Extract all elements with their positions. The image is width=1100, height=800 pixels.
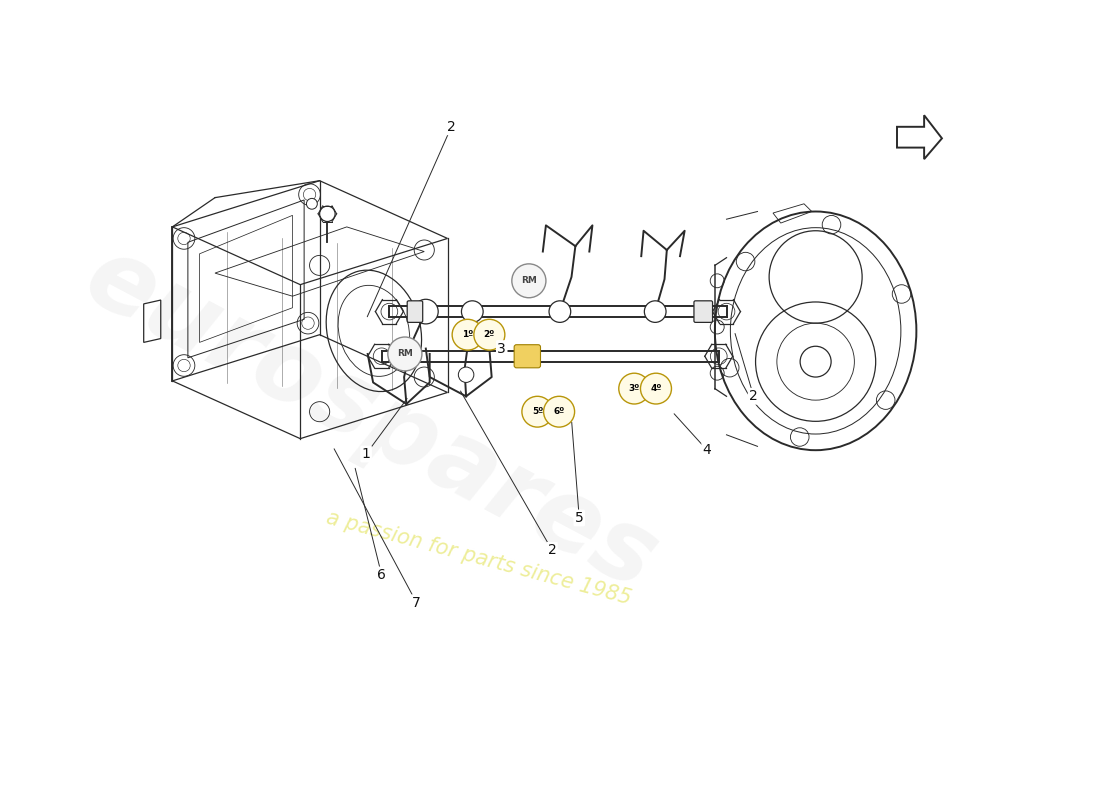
Circle shape (619, 373, 650, 404)
Circle shape (512, 264, 546, 298)
Text: RM: RM (397, 350, 412, 358)
Circle shape (521, 396, 553, 427)
Text: 4º: 4º (650, 384, 662, 393)
Text: 2: 2 (749, 390, 758, 403)
Circle shape (543, 396, 574, 427)
Circle shape (388, 337, 422, 371)
Text: 2: 2 (548, 543, 557, 558)
Text: 6: 6 (377, 568, 386, 582)
Text: 5º: 5º (531, 407, 543, 416)
Text: 1: 1 (362, 447, 371, 461)
Text: a passion for parts since 1985: a passion for parts since 1985 (323, 507, 634, 609)
Circle shape (320, 206, 336, 222)
Text: eurospares: eurospares (68, 228, 672, 610)
Text: 5: 5 (575, 511, 584, 525)
Text: 3: 3 (497, 342, 506, 355)
Text: RM: RM (521, 276, 537, 286)
Text: 6º: 6º (553, 407, 564, 416)
Circle shape (414, 299, 438, 324)
Circle shape (549, 301, 571, 322)
FancyBboxPatch shape (694, 301, 713, 322)
Circle shape (645, 301, 667, 322)
Circle shape (474, 319, 505, 350)
Circle shape (462, 301, 483, 322)
FancyBboxPatch shape (407, 301, 422, 322)
Text: 2: 2 (447, 120, 455, 134)
Circle shape (452, 319, 483, 350)
Text: 4: 4 (703, 443, 712, 457)
Text: 2º: 2º (484, 330, 495, 339)
Text: 3º: 3º (629, 384, 640, 393)
Circle shape (307, 198, 317, 209)
Text: 1º: 1º (462, 330, 473, 339)
Circle shape (640, 373, 671, 404)
FancyBboxPatch shape (514, 345, 540, 368)
Circle shape (459, 367, 474, 382)
Text: 7: 7 (412, 596, 421, 610)
